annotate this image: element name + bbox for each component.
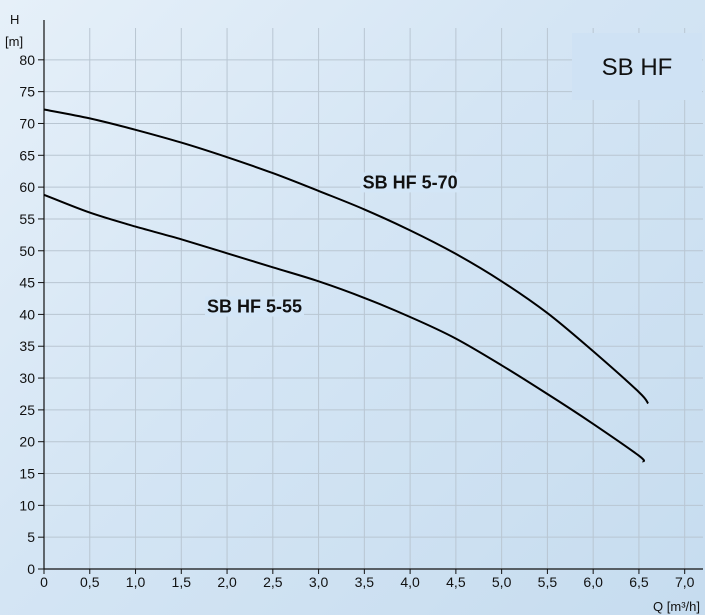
series-label: SB HF 5-70 xyxy=(363,172,458,192)
title-box-bg xyxy=(572,33,702,100)
x-tick-label: 0 xyxy=(40,574,48,590)
x-tick-label: 0,5 xyxy=(80,574,100,590)
y-tick-label: 25 xyxy=(19,402,35,418)
y-tick-label: 40 xyxy=(19,306,35,322)
x-tick-label: 6,5 xyxy=(629,574,649,590)
y-tick-label: 50 xyxy=(19,243,35,259)
y-tick-label: 20 xyxy=(19,434,35,450)
y-tick-label: 10 xyxy=(19,497,35,513)
y-tick-label: 75 xyxy=(19,84,35,100)
x-tick-label: 6,0 xyxy=(583,574,603,590)
y-tick-label: 80 xyxy=(19,52,35,68)
x-tick-label: 3,0 xyxy=(309,574,329,590)
x-tick-label: 2,0 xyxy=(217,574,237,590)
chart-title: SB HF xyxy=(602,54,673,81)
y-axis-label: H xyxy=(10,12,19,27)
y-tick-label: 60 xyxy=(19,179,35,195)
y-tick-label: 35 xyxy=(19,338,35,354)
axes: 0 5 10 15 20 25 30 35 40 45 50 55 60 65 70 75 80 0 0,5 1,0 1… xyxy=(19,20,703,590)
y-axis-unit: [m] xyxy=(5,34,23,49)
y-tick-label: 70 xyxy=(19,115,35,131)
x-tick-label: 5,5 xyxy=(538,574,558,590)
series-line xyxy=(43,193,646,463)
x-tick-label: 1,5 xyxy=(172,574,192,590)
grid xyxy=(43,28,703,570)
series-line xyxy=(43,108,649,405)
series-lines xyxy=(43,108,649,463)
x-tick-label: 3,5 xyxy=(355,574,375,590)
x-tick-label: 4,0 xyxy=(400,574,420,590)
y-tick-label: 5 xyxy=(27,529,35,545)
x-tick-label: 1,0 xyxy=(126,574,146,590)
series-label: SB HF 5-55 xyxy=(207,297,302,317)
y-tick-label: 0 xyxy=(27,561,35,577)
x-axis-label: Q [m³/h] xyxy=(653,599,700,614)
x-tick-label: 4,5 xyxy=(446,574,466,590)
series-label-bg xyxy=(204,296,305,317)
y-tick-label: 65 xyxy=(19,147,35,163)
x-tick-label: 2,5 xyxy=(263,574,283,590)
y-tick-label: 45 xyxy=(19,275,35,291)
chart-title-box: SB HF xyxy=(572,33,702,100)
series-labels: SB HF 5-70 SB HF 5-55 xyxy=(204,172,460,317)
y-tick-label: 55 xyxy=(19,211,35,227)
y-tick-label: 15 xyxy=(19,466,35,482)
series-label-bg xyxy=(360,172,460,193)
x-tick-label: 7,0 xyxy=(675,574,695,590)
y-tick-label: 30 xyxy=(19,370,35,386)
x-tick-label: 5,0 xyxy=(492,574,512,590)
